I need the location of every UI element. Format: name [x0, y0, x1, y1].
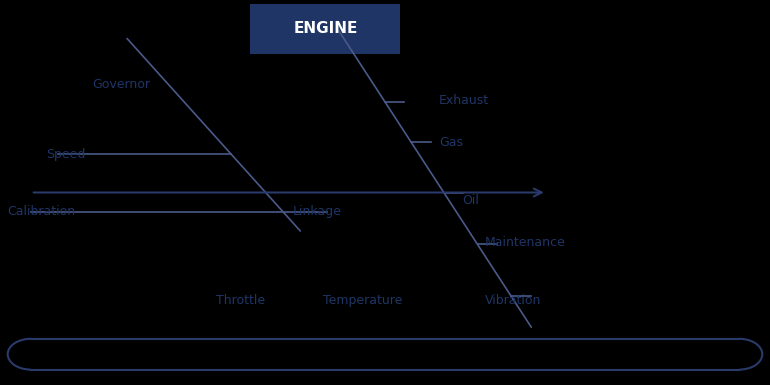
Text: ENGINE: ENGINE: [293, 22, 357, 36]
Text: Throttle: Throttle: [216, 294, 265, 307]
Text: Gas: Gas: [439, 136, 463, 149]
Text: Oil: Oil: [462, 194, 479, 207]
Text: Maintenance: Maintenance: [485, 236, 566, 249]
Text: Governor: Governor: [92, 78, 150, 91]
Text: Temperature: Temperature: [323, 294, 403, 307]
FancyBboxPatch shape: [250, 4, 400, 54]
Text: Calibration: Calibration: [8, 205, 75, 218]
Text: Linkage: Linkage: [293, 205, 341, 218]
Text: Exhaust: Exhaust: [439, 94, 489, 107]
Text: Vibration: Vibration: [485, 294, 541, 307]
Text: Speed: Speed: [46, 147, 85, 161]
